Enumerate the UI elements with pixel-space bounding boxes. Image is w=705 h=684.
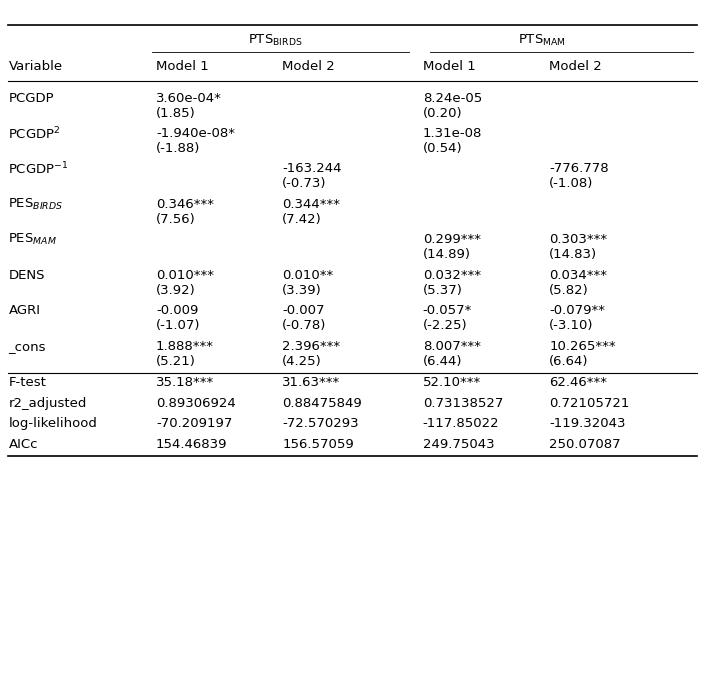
- Text: -0.079**: -0.079**: [549, 304, 605, 317]
- Text: 0.299***: 0.299***: [423, 233, 481, 246]
- Text: 249.75043: 249.75043: [423, 438, 494, 451]
- Text: -72.570293: -72.570293: [282, 417, 359, 430]
- Text: (4.25): (4.25): [282, 354, 322, 367]
- Text: 1.31e-08: 1.31e-08: [423, 127, 482, 140]
- Text: F-test: F-test: [8, 376, 47, 389]
- Text: Model 2: Model 2: [549, 60, 602, 73]
- Text: (-1.07): (-1.07): [156, 319, 200, 332]
- Text: (7.56): (7.56): [156, 213, 195, 226]
- Text: AICc: AICc: [8, 438, 38, 451]
- Text: -0.007: -0.007: [282, 304, 325, 317]
- Text: (-1.08): (-1.08): [549, 177, 594, 190]
- Text: 0.346***: 0.346***: [156, 198, 214, 211]
- Text: (-1.88): (-1.88): [156, 142, 200, 155]
- Text: 0.032***: 0.032***: [423, 269, 481, 282]
- Text: (6.44): (6.44): [423, 354, 462, 367]
- Text: 31.63***: 31.63***: [282, 376, 341, 389]
- Text: DENS: DENS: [8, 269, 45, 282]
- Text: 3.60e-04*: 3.60e-04*: [156, 92, 222, 105]
- Text: PCGDP: PCGDP: [8, 92, 54, 105]
- Text: 0.344***: 0.344***: [282, 198, 341, 211]
- Text: PES$_{MAM}$: PES$_{MAM}$: [8, 233, 57, 248]
- Text: Model 1: Model 1: [423, 60, 475, 73]
- Text: 0.72105721: 0.72105721: [549, 397, 630, 410]
- Text: (0.20): (0.20): [423, 107, 462, 120]
- Text: (-0.73): (-0.73): [282, 177, 327, 190]
- Text: (5.21): (5.21): [156, 354, 196, 367]
- Text: 35.18***: 35.18***: [156, 376, 214, 389]
- Text: 8.24e-05: 8.24e-05: [423, 92, 482, 105]
- Text: 250.07087: 250.07087: [549, 438, 620, 451]
- Text: 8.007***: 8.007***: [423, 339, 481, 352]
- Text: _cons: _cons: [8, 339, 46, 352]
- Text: 0.89306924: 0.89306924: [156, 397, 235, 410]
- Text: 1.888***: 1.888***: [156, 339, 214, 352]
- Text: (1.85): (1.85): [156, 107, 195, 120]
- Text: r2_adjusted: r2_adjusted: [8, 397, 87, 410]
- Text: 0.88475849: 0.88475849: [282, 397, 362, 410]
- Text: (0.54): (0.54): [423, 142, 462, 155]
- Text: PCGDP$^{-1}$: PCGDP$^{-1}$: [8, 161, 69, 177]
- Text: 154.46839: 154.46839: [156, 438, 228, 451]
- Text: 0.010***: 0.010***: [156, 269, 214, 282]
- Text: Variable: Variable: [8, 60, 63, 73]
- Text: -1.940e-08*: -1.940e-08*: [156, 127, 235, 140]
- Text: (14.83): (14.83): [549, 248, 597, 261]
- Text: (14.89): (14.89): [423, 248, 471, 261]
- Text: 0.010**: 0.010**: [282, 269, 333, 282]
- Text: 0.73138527: 0.73138527: [423, 397, 503, 410]
- Text: log-likelihood: log-likelihood: [8, 417, 97, 430]
- Text: -0.009: -0.009: [156, 304, 198, 317]
- Text: -70.209197: -70.209197: [156, 417, 232, 430]
- Text: PTS$_{\mathrm{BIRDS}}$: PTS$_{\mathrm{BIRDS}}$: [248, 34, 302, 49]
- Text: AGRI: AGRI: [8, 304, 40, 317]
- Text: 62.46***: 62.46***: [549, 376, 607, 389]
- Text: (5.82): (5.82): [549, 284, 589, 297]
- Text: Model 1: Model 1: [156, 60, 209, 73]
- Text: 2.396***: 2.396***: [282, 339, 341, 352]
- Text: -117.85022: -117.85022: [423, 417, 499, 430]
- Text: 52.10***: 52.10***: [423, 376, 481, 389]
- Text: (3.39): (3.39): [282, 284, 322, 297]
- Text: PES$_{BIRDS}$: PES$_{BIRDS}$: [8, 197, 63, 212]
- Text: (6.64): (6.64): [549, 354, 589, 367]
- Text: -776.778: -776.778: [549, 163, 608, 176]
- Text: Model 2: Model 2: [282, 60, 335, 73]
- Text: 0.303***: 0.303***: [549, 233, 607, 246]
- Text: -0.057*: -0.057*: [423, 304, 472, 317]
- Text: (7.42): (7.42): [282, 213, 322, 226]
- Text: 156.57059: 156.57059: [282, 438, 354, 451]
- Text: (-2.25): (-2.25): [423, 319, 467, 332]
- Text: (-3.10): (-3.10): [549, 319, 594, 332]
- Text: (3.92): (3.92): [156, 284, 195, 297]
- Text: (-0.78): (-0.78): [282, 319, 326, 332]
- Text: (5.37): (5.37): [423, 284, 462, 297]
- Text: 10.265***: 10.265***: [549, 339, 615, 352]
- Text: PTS$_{\mathrm{MAM}}$: PTS$_{\mathrm{MAM}}$: [518, 34, 566, 49]
- Text: PCGDP$^2$: PCGDP$^2$: [8, 125, 61, 142]
- Text: -163.244: -163.244: [282, 163, 342, 176]
- Text: -119.32043: -119.32043: [549, 417, 625, 430]
- Text: 0.034***: 0.034***: [549, 269, 607, 282]
